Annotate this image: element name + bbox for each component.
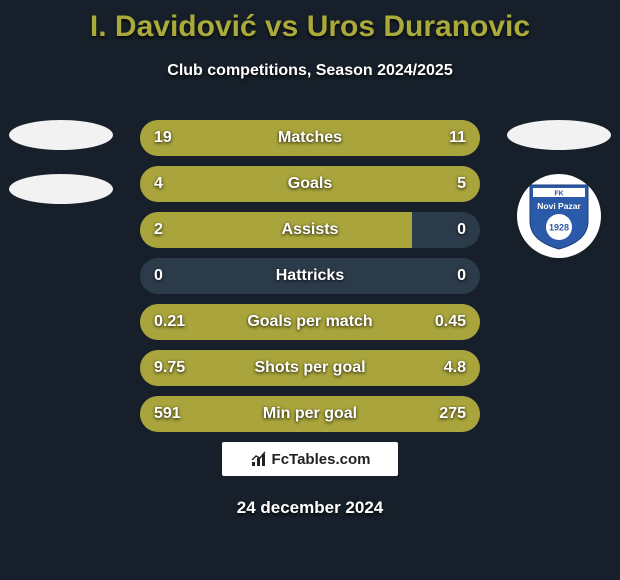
stat-label: Goals per match: [140, 304, 480, 340]
stat-row: 0.210.45Goals per match: [140, 304, 480, 340]
club-badge: FK Novi Pazar 1928: [517, 174, 601, 258]
stat-row: 9.754.8Shots per goal: [140, 350, 480, 386]
left-player-badges: [8, 120, 114, 228]
fctables-logo-icon: [250, 450, 268, 468]
stat-label: Goals: [140, 166, 480, 202]
subtitle: Club competitions, Season 2024/2025: [0, 62, 620, 80]
stat-row: 20Assists: [140, 212, 480, 248]
stat-label: Assists: [140, 212, 480, 248]
stat-row: 1911Matches: [140, 120, 480, 156]
team-ellipse-icon: [9, 120, 113, 150]
stat-label: Min per goal: [140, 396, 480, 432]
chart-date: 24 december 2024: [0, 498, 620, 518]
right-player-badges: FK Novi Pazar 1928: [506, 120, 612, 258]
club-shield-name: Novi Pazar: [537, 201, 581, 211]
stat-row: 45Goals: [140, 166, 480, 202]
attribution-badge: FcTables.com: [222, 442, 398, 476]
stat-label: Matches: [140, 120, 480, 156]
comparison-chart: 1911Matches 45Goals 20Assists 00Hattricks 0.…: [140, 120, 480, 442]
club-shield-icon: FK Novi Pazar 1928: [528, 181, 590, 251]
stat-row: 00Hattricks: [140, 258, 480, 294]
stat-row: 591275Min per goal: [140, 396, 480, 432]
attribution-text: FcTables.com: [272, 451, 371, 468]
stat-label: Hattricks: [140, 258, 480, 294]
stat-label: Shots per goal: [140, 350, 480, 386]
team-ellipse-icon: [9, 174, 113, 204]
club-shield-year: 1928: [549, 223, 569, 233]
page-title: I. Davidović vs Uros Duranovic: [0, 0, 620, 44]
team-ellipse-icon: [507, 120, 611, 150]
club-shield-top-text: FK: [554, 191, 563, 198]
